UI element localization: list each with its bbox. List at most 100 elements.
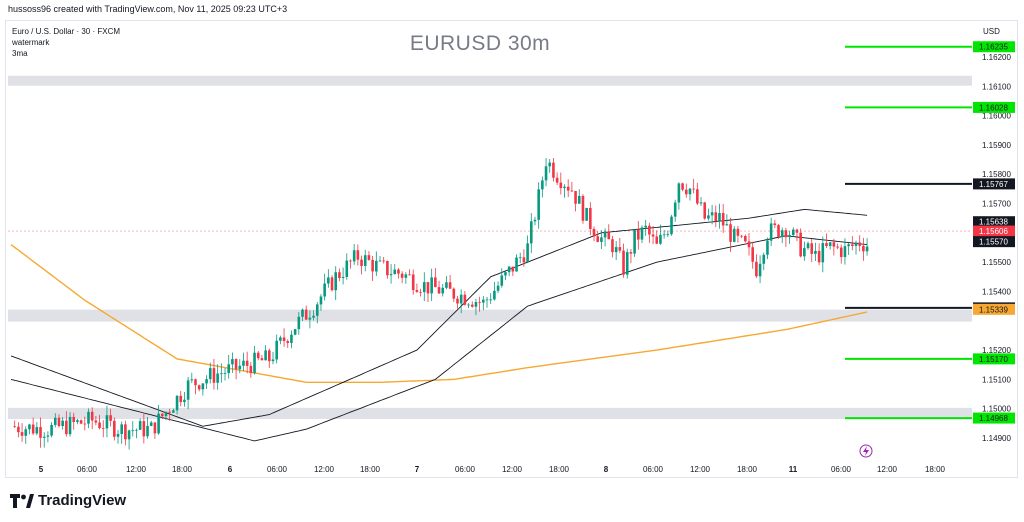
- candle-body-105: [397, 269, 400, 274]
- candle-body-75: [286, 341, 290, 343]
- y-tick-label-9: 1.15200: [982, 346, 1011, 355]
- candle-body-103: [389, 274, 393, 276]
- x-tick-label-18: 12:00: [877, 465, 898, 474]
- candle-body-170: [637, 229, 640, 240]
- candle-body-65: [249, 365, 253, 373]
- candle-body-89: [338, 272, 341, 278]
- level-price-label-0-box: [973, 41, 1015, 53]
- candle-body-217: [810, 243, 814, 254]
- candle-body-110: [415, 289, 419, 292]
- candle-body-69: [264, 350, 267, 361]
- candle-body-132: [496, 285, 500, 291]
- candle-body-35: [138, 421, 142, 430]
- level-price-label-1-box: [973, 101, 1015, 113]
- support-resistance-zone-1: [8, 309, 972, 322]
- candle-body-6: [31, 424, 35, 434]
- candle-body-203: [758, 263, 762, 277]
- candle-body-135: [507, 266, 511, 273]
- candle-body-46: [179, 395, 183, 403]
- y-tick-label-7: 1.15500: [982, 258, 1011, 267]
- candle-body-71: [271, 359, 275, 362]
- currency-label: USD: [983, 27, 1000, 36]
- candle-body-121: [456, 298, 459, 304]
- candle-body-17: [72, 416, 76, 422]
- candle-body-81: [308, 317, 312, 320]
- indicator-3ma-label: 3ma: [12, 49, 28, 58]
- candle-body-154: [577, 195, 581, 204]
- candle-body-77: [293, 329, 297, 335]
- candle-body-175: [655, 236, 659, 244]
- candle-body-193: [721, 213, 725, 226]
- y-tick-label-12: 1.14900: [982, 434, 1011, 443]
- candle-body-104: [393, 269, 397, 275]
- candle-body-40: [157, 413, 160, 434]
- indicator-watermark-label: watermark: [12, 38, 50, 47]
- candle-body-182: [681, 183, 684, 190]
- candle-body-232: [865, 246, 869, 252]
- candle-body-220: [821, 243, 825, 263]
- candle-body-218: [814, 250, 817, 254]
- candle-body-16: [68, 416, 72, 435]
- candle-body-142: [533, 219, 537, 222]
- axis-price-label-0: 1.15638: [979, 218, 1008, 227]
- candle-body-94: [356, 250, 360, 260]
- candle-body-12: [53, 417, 57, 425]
- candle-body-173: [648, 225, 651, 235]
- axis-price-label-4: 1.15339: [979, 305, 1008, 314]
- y-tick-label-1: 1.16100: [982, 82, 1011, 91]
- candle-body-32: [127, 430, 131, 440]
- candle-body-114: [430, 277, 433, 294]
- candle-body-50: [194, 379, 197, 386]
- candle-body-169: [633, 229, 636, 254]
- x-tick-label-19: 18:00: [925, 465, 946, 474]
- candle-body-192: [718, 213, 721, 222]
- candle-body-140: [526, 243, 529, 263]
- candle-body-18: [76, 420, 79, 422]
- candle-body-225: [839, 247, 843, 258]
- y-tick-label-10: 1.15100: [982, 375, 1011, 384]
- candle-body-96: [363, 255, 367, 266]
- candle-body-215: [803, 248, 806, 257]
- candle-body-155: [581, 195, 585, 221]
- candle-body-227: [847, 244, 850, 247]
- candle-body-148: [555, 177, 559, 183]
- candle-body-22: [90, 411, 94, 421]
- candle-body-211: [788, 235, 791, 238]
- candle-body-56: [216, 373, 219, 383]
- level-price-label-0: 1.16235: [979, 43, 1008, 52]
- x-tick-label-5: 06:00: [267, 465, 288, 474]
- candle-body-21: [87, 411, 90, 424]
- x-tick-label-11: 18:00: [549, 465, 570, 474]
- candle-body-213: [795, 229, 799, 233]
- candle-body-127: [478, 302, 481, 303]
- ma-lower-line: [10, 235, 868, 442]
- symbol-name: Euro / U.S. Dollar · 30 · FXCM: [12, 27, 121, 36]
- candle-body-212: [791, 229, 795, 236]
- candle-body-28: [113, 420, 116, 437]
- candle-body-126: [474, 302, 478, 307]
- candle-body-216: [806, 243, 810, 249]
- candle-body-125: [470, 304, 474, 307]
- candle-body-100: [378, 260, 382, 262]
- candle-body-136: [511, 266, 515, 272]
- candle-body-8: [39, 427, 42, 438]
- tradingview-logo-icon: [10, 493, 34, 508]
- candle-body-207: [773, 223, 777, 226]
- candle-body-95: [360, 259, 363, 266]
- candle-body-109: [411, 274, 415, 290]
- candle-body-90: [341, 276, 345, 278]
- candle-body-230: [858, 242, 861, 246]
- candle-body-52: [201, 383, 205, 390]
- candle-body-177: [662, 234, 666, 236]
- candle-body-123: [463, 294, 467, 305]
- x-tick-label-9: 06:00: [455, 465, 476, 474]
- candle-body-112: [422, 282, 426, 293]
- x-tick-label-16: 11: [789, 465, 798, 474]
- candle-body-137: [515, 257, 518, 272]
- axis-price-label-0-box: [973, 216, 1015, 228]
- axis-price-label-1: 1.15606: [979, 227, 1008, 236]
- candle-body-23: [94, 420, 98, 423]
- candle-body-138: [518, 257, 522, 259]
- candle-body-117: [441, 287, 445, 294]
